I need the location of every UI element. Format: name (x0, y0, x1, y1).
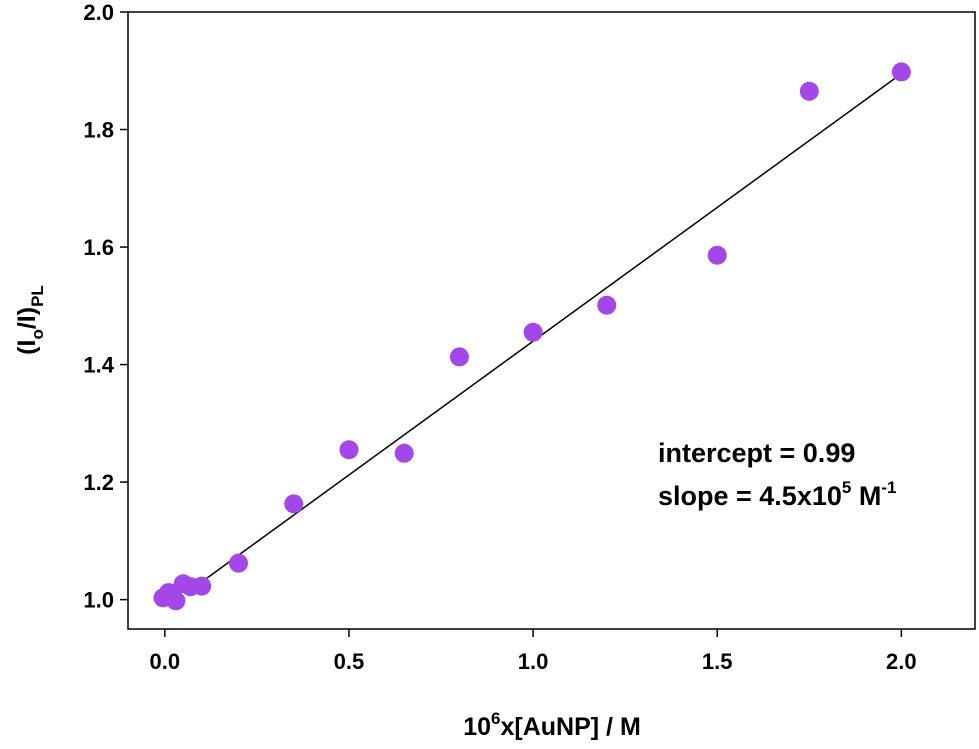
intercept-annotation: intercept = 0.99 (658, 438, 855, 468)
plot-frame (127, 11, 976, 630)
x-axis: 0.0 0.5 1.0 1.5 2.0 (150, 629, 917, 674)
x-tick-label: 0.0 (150, 649, 181, 674)
data-point (707, 245, 727, 265)
data-point (597, 295, 617, 315)
data-point (891, 62, 911, 82)
y-axis: 1.0 1.2 1.4 1.6 1.8 2.0 (83, 0, 128, 613)
x-tick-label: 0.5 (334, 649, 365, 674)
fit-line (201, 73, 902, 583)
y-tick-label: 1.2 (83, 470, 114, 495)
y-tick-label: 1.4 (83, 353, 114, 378)
data-point (339, 440, 359, 460)
data-points (153, 62, 911, 611)
y-tick-label: 2.0 (83, 0, 114, 25)
slope-annotation: slope = 4.5x105 M-1 (658, 478, 896, 511)
data-point (228, 553, 248, 573)
data-point (394, 443, 414, 463)
y-tick-label: 1.8 (83, 118, 114, 143)
x-axis-title: 106x[AuNP] / M (463, 709, 641, 741)
x-tick-label: 1.5 (702, 649, 733, 674)
y-tick-label: 1.6 (83, 235, 114, 260)
data-point (192, 576, 212, 596)
x-tick-label: 2.0 (886, 649, 917, 674)
data-point (523, 322, 543, 342)
data-point (799, 81, 819, 101)
data-point (284, 494, 304, 514)
y-axis-title: (Io/I)PL (13, 285, 47, 355)
data-point (166, 591, 186, 611)
data-point (449, 347, 469, 367)
y-tick-label: 1.0 (83, 588, 114, 613)
x-tick-label: 1.0 (518, 649, 549, 674)
